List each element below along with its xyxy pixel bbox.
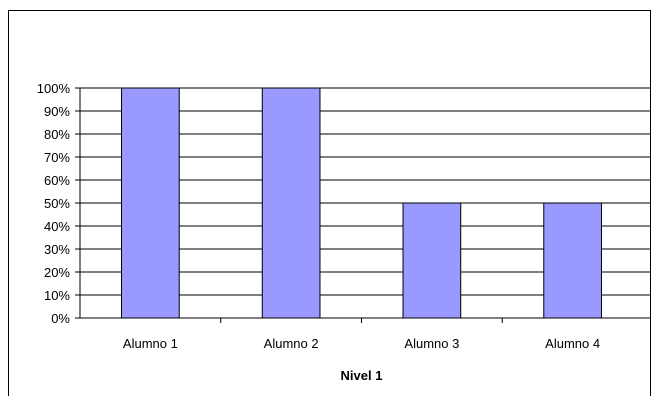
y-tick-label: 40%	[44, 219, 70, 234]
bar	[402, 202, 462, 319]
y-tick-label: 60%	[44, 173, 70, 188]
bar	[261, 87, 321, 319]
x-axis-title: Nivel 1	[341, 368, 383, 383]
axes	[75, 87, 651, 323]
bar	[543, 202, 602, 319]
y-tick-label: 100%	[37, 81, 71, 96]
y-tick-label: 10%	[44, 288, 70, 303]
y-tick-label: 80%	[44, 127, 70, 142]
y-tick-label: 50%	[44, 196, 70, 211]
y-tick-label: 90%	[44, 104, 70, 119]
x-tick-labels: Alumno 1 Alumno 2 Alumno 3 Alumno 4	[123, 336, 600, 351]
x-tick-label: Alumno 1	[123, 336, 178, 351]
x-tick-label: Alumno 4	[545, 336, 600, 351]
bars	[121, 87, 602, 319]
y-tick-label: 20%	[44, 265, 70, 280]
y-tick-label: 30%	[44, 242, 70, 257]
y-tick-label: 0%	[51, 311, 70, 326]
y-tick-label: 70%	[44, 150, 70, 165]
bar	[121, 87, 180, 319]
x-tick-label: Alumno 2	[264, 336, 319, 351]
x-tick-label: Alumno 3	[404, 336, 459, 351]
y-tick-labels: 0% 10% 20% 30% 40% 50% 60% 70% 80% 90% 100%	[37, 81, 71, 326]
